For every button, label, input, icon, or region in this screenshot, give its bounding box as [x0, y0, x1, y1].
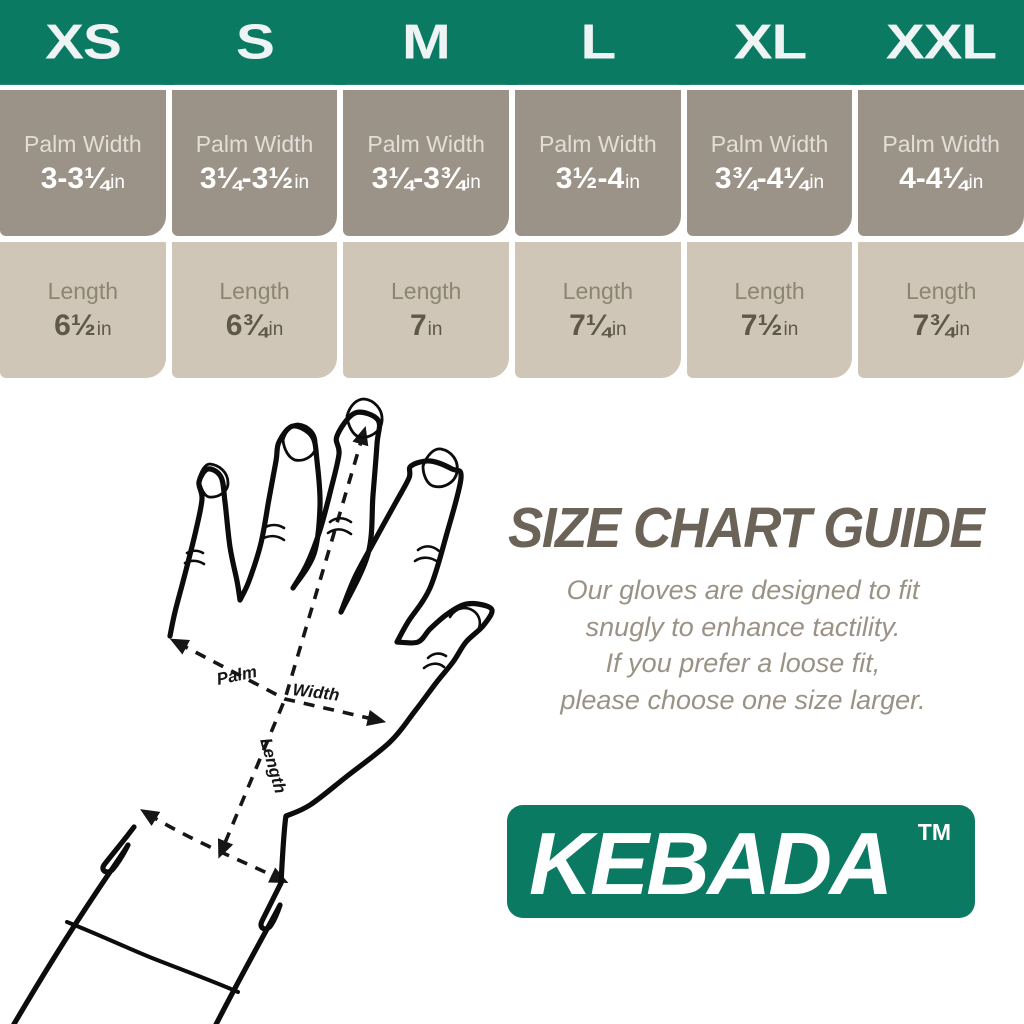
- svg-text:Width: Width: [292, 680, 341, 705]
- svg-text:Length: Length: [256, 736, 290, 796]
